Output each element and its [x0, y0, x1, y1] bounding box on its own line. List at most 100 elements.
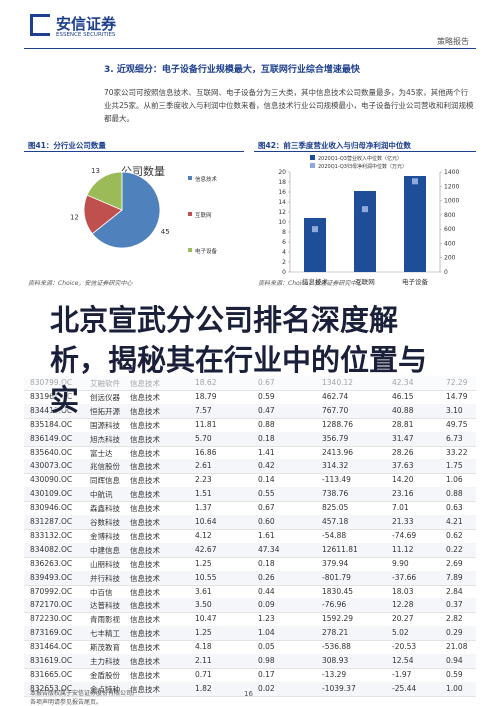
- bar: [404, 176, 426, 272]
- table-cell: 835640.OC: [30, 447, 73, 457]
- table-cell: 信息技术: [130, 684, 160, 694]
- table-cell: 6.73: [446, 433, 463, 443]
- table-cell: 42.67: [195, 544, 217, 554]
- fig-caption: 图41：分行业公司数量: [28, 141, 106, 150]
- table-cell: 3.10: [446, 405, 463, 415]
- table-cell: 信息技术: [130, 504, 160, 514]
- table-cell: 恒拓开源: [90, 406, 120, 416]
- table-cell: 31.47: [392, 433, 414, 443]
- table-cell: 0.22: [446, 544, 463, 554]
- table-cell: 信息技术: [130, 670, 160, 680]
- y2-tick-label: 1200: [444, 183, 459, 190]
- table-cell: 5.02: [392, 628, 409, 638]
- table-cell: 信息技术: [130, 518, 160, 527]
- table-row: 834415.OC 恒拓开源 信息技术 7.57 0.47 767.70 40.88 3.10: [24, 403, 476, 419]
- pie-label: 13: [91, 167, 100, 175]
- table-cell: 1.25: [195, 558, 212, 568]
- table-cell: 信息技术: [130, 406, 160, 416]
- table-cell: 1.75: [446, 461, 463, 471]
- table-cell: 833132.OC: [30, 530, 73, 540]
- fig-caption: 图42：前三季度营业收入与归母净利润中位数: [258, 141, 411, 150]
- table-cell: 18.03: [392, 586, 414, 596]
- footer-line: 各项声明请参见报告尾页。: [30, 699, 103, 706]
- y2-tick-label: 400: [444, 240, 456, 247]
- y-tick-label: 10: [278, 219, 286, 226]
- y-tick-label: 16: [278, 189, 286, 196]
- table-cell: 0.14: [258, 475, 275, 485]
- table-cell: 2.23: [195, 475, 212, 485]
- table-cell: 富士达: [90, 448, 113, 458]
- table-cell: 7.01: [392, 503, 409, 513]
- table-cell: 825.05: [322, 503, 349, 513]
- table-cell: 16.86: [195, 447, 217, 457]
- table-cell: 1.51: [195, 489, 212, 499]
- table-cell: 0.05: [258, 642, 275, 652]
- table-cell: 767.70: [322, 405, 349, 415]
- table-cell: 并行科技: [90, 573, 120, 583]
- table-cell: -74.69: [392, 530, 417, 540]
- table-cell: 信息技术: [130, 601, 160, 611]
- table-cell: 兆信股份: [90, 462, 120, 472]
- table-row: 873169.OC 七丰精工 信息技术 1.25 1.04 278.21 5.02 0.29: [24, 626, 476, 642]
- table-cell: 832653.OC: [30, 683, 73, 693]
- table-cell: 834415.OC: [30, 405, 73, 415]
- table-row: 835640.OC 富士达 信息技术 16.86 1.41 2413.96 28.26 33.…: [24, 446, 476, 461]
- table-cell: -76.96: [322, 600, 347, 610]
- legend-label: 2020Q1-Q3归母净利润中位数（万元）: [318, 163, 407, 170]
- table-cell: 831464.OC: [30, 642, 73, 652]
- y-tick-label: 20: [278, 169, 286, 176]
- table-cell: 山朋科技: [90, 559, 120, 569]
- table-cell: 457.18: [322, 517, 349, 526]
- table-cell: 1830.45: [322, 586, 354, 596]
- x-tick-label: 信息技术: [302, 277, 329, 286]
- table-row: 832653.OC 金点特种 信息技术 1.82 0.02 -1039.37 -25.44 1…: [24, 681, 476, 697]
- overlay-band: [0, 290, 499, 390]
- table-cell: -37.66: [392, 572, 417, 582]
- table-cell: 28.26: [392, 447, 414, 457]
- table-cell: 872230.OC: [30, 614, 73, 624]
- legend-label: 信息技术: [195, 175, 218, 183]
- table-row: 836263.OC 山朋科技 信息技术 1.25 0.18 379.94 9.90 2.69: [24, 557, 476, 572]
- table-cell: 0.17: [258, 669, 275, 679]
- table-cell: 835184.OC: [30, 419, 73, 429]
- table-row: 839493.OC 并行科技 信息技术 10.55 0.26 -801.79 -37.66 7…: [24, 570, 476, 586]
- legend-label: 电子设备: [195, 247, 218, 255]
- table-cell: 信息技术: [130, 629, 160, 639]
- table-row: 834082.OC 中建信息 信息技术 42.67 47.34 12611.81 11.12…: [24, 542, 476, 558]
- y2-tick-label: 1000: [444, 198, 459, 205]
- table-cell: -801.79: [322, 572, 351, 582]
- table-cell: 7.89: [446, 572, 463, 582]
- table-cell: 斯茂教育: [90, 643, 120, 653]
- table-cell: 1.41: [258, 447, 275, 457]
- table-cell: 3.50: [195, 600, 212, 610]
- legend-swatch: [310, 163, 315, 168]
- fig-rule: [254, 151, 476, 152]
- table-cell: 0.63: [446, 503, 463, 513]
- legend-swatch: [188, 176, 192, 180]
- table-cell: 831619.OC: [30, 656, 73, 665]
- table-cell: 1.61: [258, 530, 275, 540]
- table-cell: 金博科技: [90, 531, 120, 541]
- table-cell: 1288.76: [322, 419, 354, 429]
- table-cell: 1.37: [195, 503, 212, 513]
- table-cell: 中百信: [90, 587, 113, 597]
- table-cell: 1.06: [446, 475, 463, 485]
- table-cell: 信息技术: [130, 643, 160, 653]
- table-cell: 28.81: [392, 419, 414, 429]
- table-cell: 0.98: [258, 656, 275, 665]
- y2-tick-label: 600: [444, 226, 456, 233]
- table-cell: 49.75: [446, 419, 468, 429]
- y2-tick-label: 200: [444, 255, 456, 262]
- table-cell: -13.29: [322, 669, 347, 679]
- table-cell: 873169.OC: [30, 628, 73, 638]
- table-cell: 0.26: [258, 572, 275, 582]
- table-cell: 0.71: [195, 669, 212, 679]
- legend-swatch: [310, 155, 315, 160]
- table-cell: 0.59: [446, 669, 463, 679]
- table-cell: 10.55: [195, 572, 217, 582]
- table-cell: 870992.OC: [30, 586, 73, 596]
- table-cell: 创远仪器: [90, 392, 120, 402]
- table-cell: 430090.OC: [30, 475, 73, 485]
- table-cell: 0.42: [258, 461, 275, 471]
- table-cell: 356.79: [322, 433, 349, 443]
